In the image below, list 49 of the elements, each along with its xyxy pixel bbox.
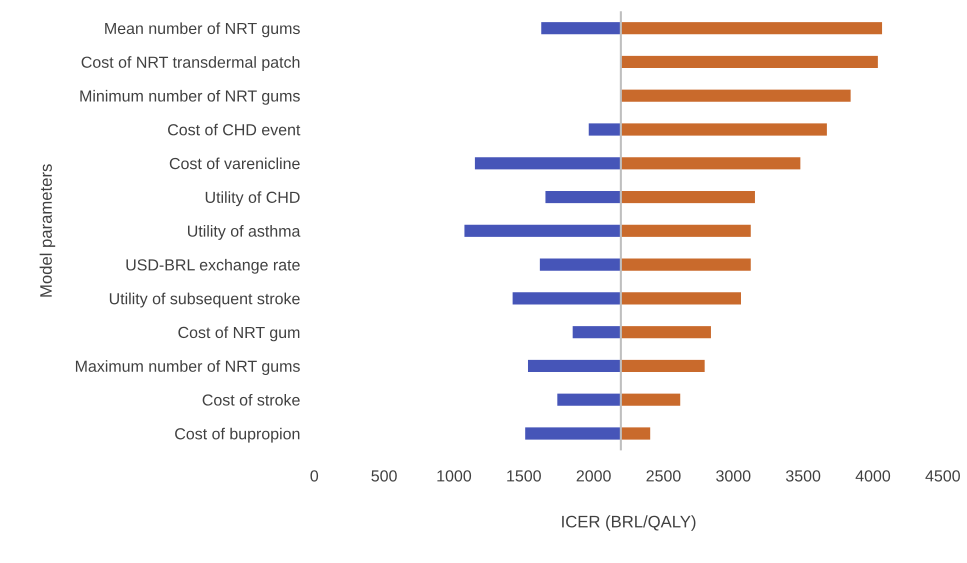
y-tick-label: Minimum number of NRT gums — [80, 90, 300, 105]
bar — [588, 123, 621, 136]
bar — [620, 258, 751, 271]
bar — [620, 394, 680, 406]
bar — [572, 326, 621, 338]
y-tick-label: Cost of varenicline — [170, 157, 300, 170]
bar — [620, 360, 705, 372]
bar — [541, 22, 621, 34]
x-tick-label: 2500 — [646, 470, 681, 482]
bar — [474, 157, 621, 170]
bar — [464, 224, 621, 237]
bar — [528, 360, 621, 372]
y-tick-label: Utility of asthma — [188, 225, 300, 240]
bar — [620, 22, 882, 34]
y-tick-label: Utility of subsequent stroke — [110, 292, 300, 308]
x-axis-title: ICER (BRL/QALY) — [562, 515, 696, 531]
bar — [620, 292, 741, 304]
bar — [545, 190, 621, 204]
y-tick-label: Cost of CHD event — [168, 124, 300, 136]
y-tick-label: Cost of stroke — [202, 394, 300, 406]
bar — [540, 258, 621, 271]
y-tick-label: USD-BRL exchange rate — [126, 258, 300, 274]
x-tick-label: 3000 — [716, 470, 750, 482]
y-tick-label: Mean number of NRT gums — [105, 22, 300, 38]
y-axis-title: Model parameters — [40, 164, 56, 297]
x-tick-label: 1500 — [507, 470, 541, 482]
x-tick-label: 4000 — [856, 470, 890, 482]
y-tick-label: Utility of CHD — [206, 191, 300, 206]
x-tick-label: 1000 — [437, 470, 472, 482]
x-tick-label: 0 — [310, 470, 318, 482]
y-tick-label: Maximum number of NRT gums — [76, 360, 300, 376]
x-tick-label: 500 — [371, 470, 397, 482]
bar — [525, 427, 621, 440]
bar — [620, 190, 755, 204]
y-tick-label: Cost of NRT gum — [178, 326, 300, 342]
x-tick-label: 3500 — [786, 470, 820, 482]
x-tick-label: 4500 — [925, 470, 960, 482]
bar — [620, 123, 827, 136]
y-tick-label: Cost of bupropion — [175, 428, 300, 443]
y-tick-label: Cost of NRT transdermal patch — [82, 56, 300, 72]
bar — [557, 394, 621, 406]
x-tick-label: 2000 — [576, 470, 611, 482]
bar — [620, 224, 751, 237]
bar — [620, 427, 650, 440]
bar — [620, 56, 878, 68]
bar — [512, 292, 621, 304]
bar — [620, 90, 851, 102]
bar — [620, 157, 800, 170]
bar — [620, 326, 711, 338]
